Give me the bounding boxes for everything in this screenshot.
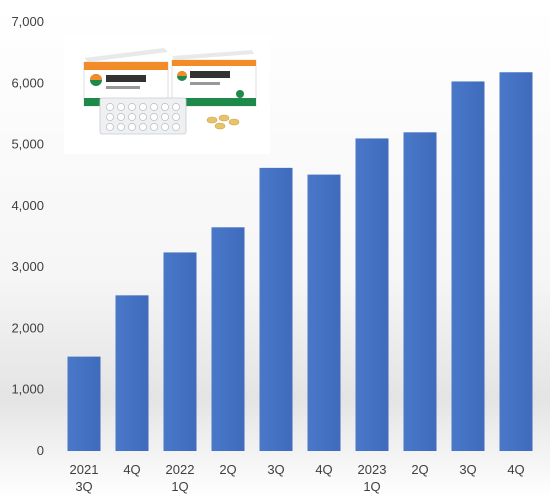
x-tick-label: 3Q [267,462,284,477]
bar [67,356,101,451]
x-tick-label: 3Q [459,462,476,477]
y-axis-labels: 0 1,000 2,000 3,000 4,000 5,000 6,000 7,000 [11,14,44,458]
bars [67,72,533,452]
product-image [64,36,270,154]
bar [211,227,245,451]
y-tick-label: 6,000 [11,75,44,90]
bar [307,174,341,451]
x-tick-label: 4Q [315,462,332,477]
bar [499,72,533,452]
y-tick-label: 0 [37,443,44,458]
y-tick-label: 3,000 [11,259,44,274]
x-tick-label: 4Q [123,462,140,477]
y-tick-label: 2,000 [11,320,44,335]
bar [115,295,149,451]
x-axis-labels: 2021 3Q 4Q 2022 1Q 2Q 3Q 4Q 2023 1Q 2Q 3Q 4Q [70,462,525,494]
x-tick-label: 2021 3Q [70,462,99,494]
y-tick-label: 1,000 [11,382,44,397]
bar [451,81,485,451]
x-tick-label: 2022 1Q [166,462,195,494]
bar [403,132,437,452]
y-tick-label: 7,000 [11,14,44,29]
bar [355,138,389,451]
x-tick-label: 2Q [411,462,428,477]
bar [163,252,197,451]
y-tick-label: 4,000 [11,198,44,213]
y-tick-label: 5,000 [11,137,44,152]
x-tick-label: 2023 1Q [358,462,387,494]
bar [259,167,293,452]
x-tick-label: 4Q [507,462,524,477]
x-tick-label: 2Q [219,462,236,477]
medicine-box-icon [83,48,257,135]
